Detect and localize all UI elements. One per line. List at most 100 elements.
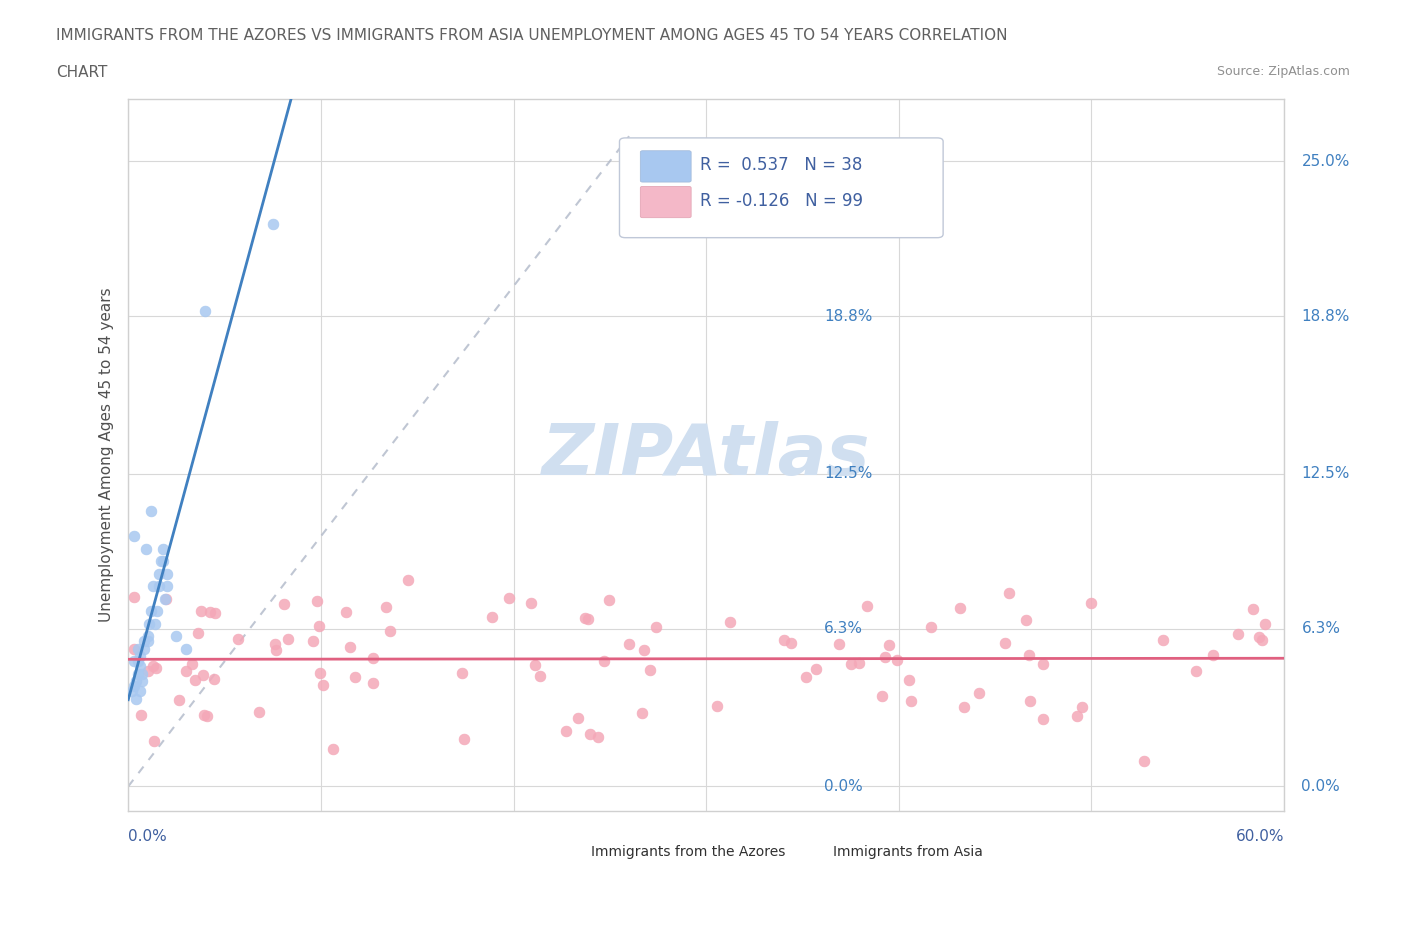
Point — [122, 654, 145, 669]
Text: Source: ZipAtlas.com: Source: ZipAtlas.com — [1216, 65, 1350, 78]
Point — [165, 629, 187, 644]
Point — [146, 604, 169, 618]
Point — [322, 741, 344, 756]
Text: 6.3%: 6.3% — [824, 621, 863, 636]
Point — [202, 671, 225, 686]
Point — [200, 604, 222, 619]
Point — [554, 724, 576, 738]
FancyBboxPatch shape — [554, 842, 588, 863]
Point — [142, 578, 165, 593]
Point — [127, 667, 149, 682]
Point — [132, 634, 155, 649]
Point — [181, 657, 204, 671]
Point — [1015, 612, 1038, 627]
Point — [136, 629, 159, 644]
Text: 12.5%: 12.5% — [1302, 466, 1350, 482]
Point — [804, 661, 827, 676]
Point — [567, 711, 589, 725]
Point — [281, 4, 304, 19]
Text: Immigrants from Asia: Immigrants from Asia — [834, 845, 983, 859]
Point — [122, 590, 145, 604]
Point — [302, 634, 325, 649]
Point — [574, 610, 596, 625]
Text: CHART: CHART — [56, 65, 108, 80]
Point — [132, 642, 155, 657]
Point — [524, 658, 547, 672]
Point — [1251, 632, 1274, 647]
Point — [204, 605, 226, 620]
Point — [720, 614, 742, 629]
Point — [886, 652, 908, 667]
Point — [638, 663, 661, 678]
Point — [361, 676, 384, 691]
Y-axis label: Unemployment Among Ages 45 to 54 years: Unemployment Among Ages 45 to 54 years — [100, 287, 114, 622]
Point — [1152, 633, 1174, 648]
Point — [121, 684, 143, 698]
Point — [262, 217, 284, 232]
Point — [631, 705, 654, 720]
Point — [190, 604, 212, 618]
Point — [128, 659, 150, 674]
Point — [856, 599, 879, 614]
Point — [920, 619, 942, 634]
Point — [167, 693, 190, 708]
Point — [375, 600, 398, 615]
Point — [898, 672, 921, 687]
Point — [839, 657, 862, 671]
Point — [1080, 596, 1102, 611]
Point — [875, 649, 897, 664]
Point — [633, 643, 655, 658]
Point — [122, 642, 145, 657]
Point — [361, 651, 384, 666]
Point — [153, 591, 176, 606]
Point — [1241, 602, 1264, 617]
Point — [156, 578, 179, 593]
Point — [967, 685, 990, 700]
Point — [520, 596, 543, 611]
Point — [184, 673, 207, 688]
Point — [226, 631, 249, 646]
Point — [152, 541, 174, 556]
Point — [138, 663, 160, 678]
FancyBboxPatch shape — [640, 151, 692, 182]
Point — [264, 636, 287, 651]
Point — [273, 597, 295, 612]
Point — [1018, 648, 1040, 663]
Point — [128, 684, 150, 698]
Point — [127, 654, 149, 669]
Point — [396, 573, 419, 588]
Point — [706, 698, 728, 713]
Point — [307, 593, 329, 608]
Point — [277, 631, 299, 646]
Point — [579, 726, 602, 741]
Point — [128, 649, 150, 664]
Point — [143, 734, 166, 749]
Point — [498, 591, 520, 605]
Point — [335, 604, 357, 619]
Text: ZIPAtlas: ZIPAtlas — [541, 420, 870, 489]
Point — [155, 591, 177, 606]
Point — [598, 592, 620, 607]
Point — [339, 640, 361, 655]
Point — [152, 554, 174, 569]
Point — [193, 668, 215, 683]
Point — [145, 660, 167, 675]
Point — [451, 665, 474, 680]
Point — [138, 617, 160, 631]
Point — [344, 670, 367, 684]
Text: R =  0.537   N = 38: R = 0.537 N = 38 — [700, 156, 863, 174]
Point — [125, 674, 148, 689]
Point — [135, 541, 157, 556]
Text: 0.0%: 0.0% — [1302, 779, 1340, 794]
Point — [588, 730, 610, 745]
Point — [195, 709, 218, 724]
Point — [870, 689, 893, 704]
Point — [794, 670, 817, 684]
Point — [129, 708, 152, 723]
FancyBboxPatch shape — [620, 138, 943, 238]
Text: 18.8%: 18.8% — [824, 309, 873, 324]
Point — [644, 619, 666, 634]
Text: IMMIGRANTS FROM THE AZORES VS IMMIGRANTS FROM ASIA UNEMPLOYMENT AMONG AGES 45 TO: IMMIGRANTS FROM THE AZORES VS IMMIGRANTS… — [56, 28, 1008, 43]
Point — [1070, 700, 1092, 715]
Point — [308, 618, 330, 633]
